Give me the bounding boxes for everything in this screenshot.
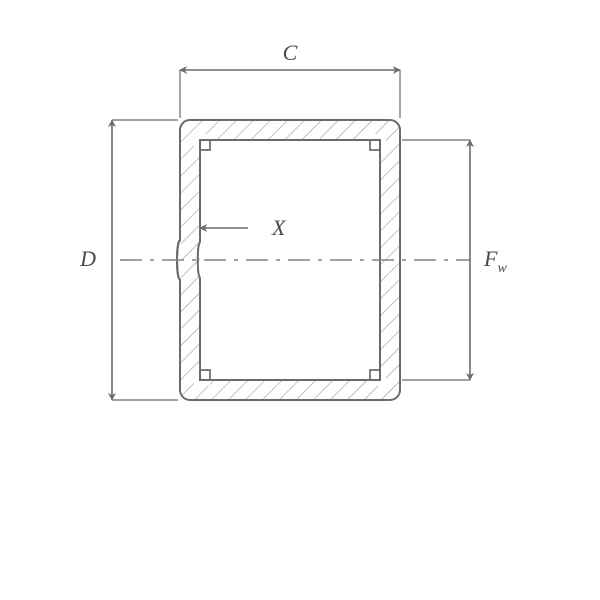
bearing-cross-section-diagram: C D Fw X xyxy=(0,0,600,600)
dim-label-C: C xyxy=(283,40,298,65)
dim-label-X: X xyxy=(271,215,287,240)
dim-label-D: D xyxy=(79,246,96,271)
dim-label-Fw: Fw xyxy=(483,246,507,276)
